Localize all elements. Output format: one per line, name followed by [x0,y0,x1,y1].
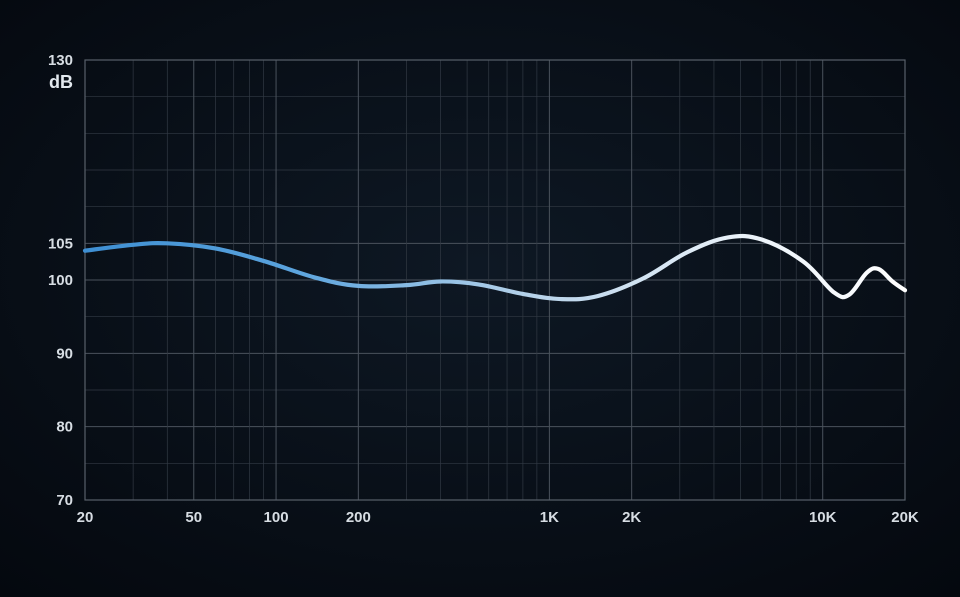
chart-svg: 70 80 90 100 105 130 dB 20 50 100 200 1K 2K 10K 20K [0,0,960,597]
y-axis-label: dB [49,72,73,92]
y-tick-label: 105 [48,235,73,252]
y-tick-label: 80 [56,419,73,436]
frequency-response-chart: 70 80 90 100 105 130 dB 20 50 100 200 1K 2K 10K 20K [0,0,960,597]
x-tick-label: 20K [891,509,919,526]
y-tick-label: 90 [56,345,73,362]
x-tick-label: 1K [540,509,559,526]
x-tick-label: 100 [264,509,289,526]
x-tick-label: 50 [185,509,202,526]
y-tick-label: 100 [48,272,73,289]
x-tick-label: 10K [809,509,837,526]
x-tick-label: 200 [346,509,371,526]
y-tick-label: 70 [56,492,73,509]
x-tick-label: 20 [77,509,94,526]
y-tick-label: 130 [48,52,73,69]
x-tick-label: 2K [622,509,641,526]
